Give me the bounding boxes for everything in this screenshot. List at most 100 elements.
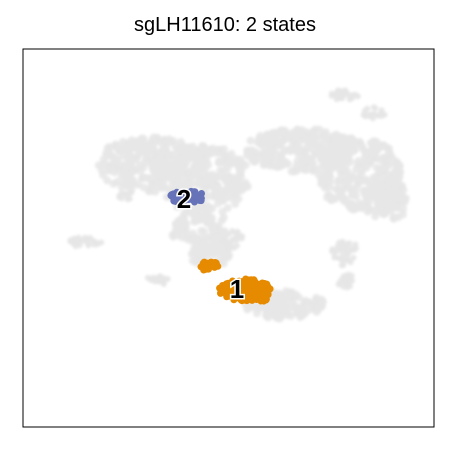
state-1-cell bbox=[253, 297, 260, 303]
background-cell bbox=[300, 308, 309, 317]
state-label-2: 2 bbox=[177, 184, 191, 214]
background-cell bbox=[220, 253, 229, 261]
background-cell bbox=[85, 242, 92, 249]
background-cell bbox=[378, 112, 385, 119]
background-cell bbox=[237, 165, 246, 174]
background-cell bbox=[105, 164, 114, 173]
background-cell bbox=[200, 215, 209, 224]
background-cell bbox=[130, 166, 139, 175]
background-cell bbox=[397, 191, 406, 200]
background-cell bbox=[138, 145, 147, 154]
background-cell bbox=[281, 128, 290, 137]
background-cell bbox=[153, 278, 159, 285]
background-cell bbox=[316, 164, 325, 173]
background-cell bbox=[276, 140, 285, 149]
background-cell bbox=[390, 194, 399, 203]
background-cell bbox=[82, 236, 89, 243]
background-cell bbox=[147, 158, 156, 167]
background-cell bbox=[219, 166, 228, 175]
background-cell bbox=[109, 179, 118, 188]
state-2-cell bbox=[197, 194, 205, 202]
background-cell bbox=[293, 157, 302, 166]
background-cell bbox=[343, 283, 350, 290]
background-cell bbox=[371, 111, 377, 118]
background-cell bbox=[337, 161, 346, 170]
background-cell bbox=[144, 274, 151, 281]
background-cell bbox=[341, 169, 349, 178]
background-cell bbox=[378, 175, 387, 184]
background-cell bbox=[270, 135, 279, 144]
background-cell bbox=[124, 180, 133, 189]
background-cell bbox=[183, 207, 192, 216]
background-cell bbox=[178, 182, 187, 191]
background-cell bbox=[371, 183, 380, 192]
background-cell bbox=[378, 107, 385, 114]
background-cell bbox=[94, 161, 103, 170]
background-cell bbox=[219, 145, 228, 154]
background-cell bbox=[228, 243, 235, 250]
background-cells bbox=[67, 87, 410, 323]
background-cell bbox=[384, 178, 393, 187]
background-cell bbox=[168, 180, 177, 189]
background-cell bbox=[115, 147, 124, 156]
background-cell bbox=[348, 135, 357, 144]
background-cell bbox=[173, 169, 182, 178]
background-cell bbox=[276, 312, 285, 321]
background-cell bbox=[336, 191, 344, 200]
background-cell bbox=[274, 291, 283, 300]
background-cell bbox=[320, 171, 329, 180]
background-cell bbox=[274, 161, 283, 170]
background-cell bbox=[315, 300, 324, 309]
background-cell bbox=[346, 158, 355, 166]
background-cell bbox=[260, 149, 269, 158]
state-1-cell bbox=[245, 284, 253, 292]
state-1-cell bbox=[225, 292, 233, 300]
background-cell bbox=[214, 199, 222, 208]
background-cell bbox=[295, 303, 304, 312]
background-cell bbox=[197, 155, 206, 164]
state-1-cell bbox=[199, 260, 207, 268]
background-cell bbox=[232, 230, 239, 237]
background-cell bbox=[354, 93, 361, 100]
background-cell bbox=[266, 148, 275, 156]
background-cell bbox=[141, 158, 150, 167]
background-cell bbox=[164, 276, 171, 282]
background-cell bbox=[377, 199, 385, 208]
background-cell bbox=[311, 125, 320, 134]
background-cell bbox=[185, 143, 194, 152]
background-cell bbox=[371, 212, 380, 221]
background-cell bbox=[118, 190, 125, 196]
background-cell bbox=[340, 259, 346, 266]
background-cell bbox=[121, 171, 130, 180]
background-cell bbox=[197, 144, 206, 153]
background-cell bbox=[334, 185, 343, 193]
background-cell bbox=[184, 151, 193, 160]
background-cell bbox=[149, 145, 158, 154]
background-cell bbox=[144, 187, 153, 196]
background-cell bbox=[234, 242, 240, 249]
background-cell bbox=[200, 165, 209, 174]
background-cell bbox=[207, 250, 216, 259]
background-cell bbox=[297, 163, 306, 172]
background-cell bbox=[161, 143, 170, 152]
background-cell bbox=[363, 193, 372, 202]
background-cell bbox=[174, 156, 183, 165]
state-2-cell bbox=[187, 193, 194, 201]
background-cell bbox=[161, 166, 170, 175]
background-cell bbox=[192, 162, 200, 170]
background-cell bbox=[333, 96, 340, 103]
background-cell bbox=[243, 147, 252, 156]
background-cell bbox=[358, 143, 367, 152]
background-cell bbox=[171, 142, 180, 151]
state-1-cell bbox=[222, 281, 230, 289]
background-cell bbox=[231, 237, 238, 244]
background-cell bbox=[169, 232, 178, 241]
background-cell bbox=[160, 136, 169, 145]
background-cell bbox=[252, 148, 261, 157]
background-cell bbox=[302, 152, 311, 161]
background-cell bbox=[208, 170, 217, 179]
background-cell bbox=[221, 237, 227, 244]
background-cell bbox=[295, 128, 304, 136]
chart-title: sgLH11610: 2 states bbox=[134, 14, 316, 36]
background-cell bbox=[166, 173, 175, 182]
